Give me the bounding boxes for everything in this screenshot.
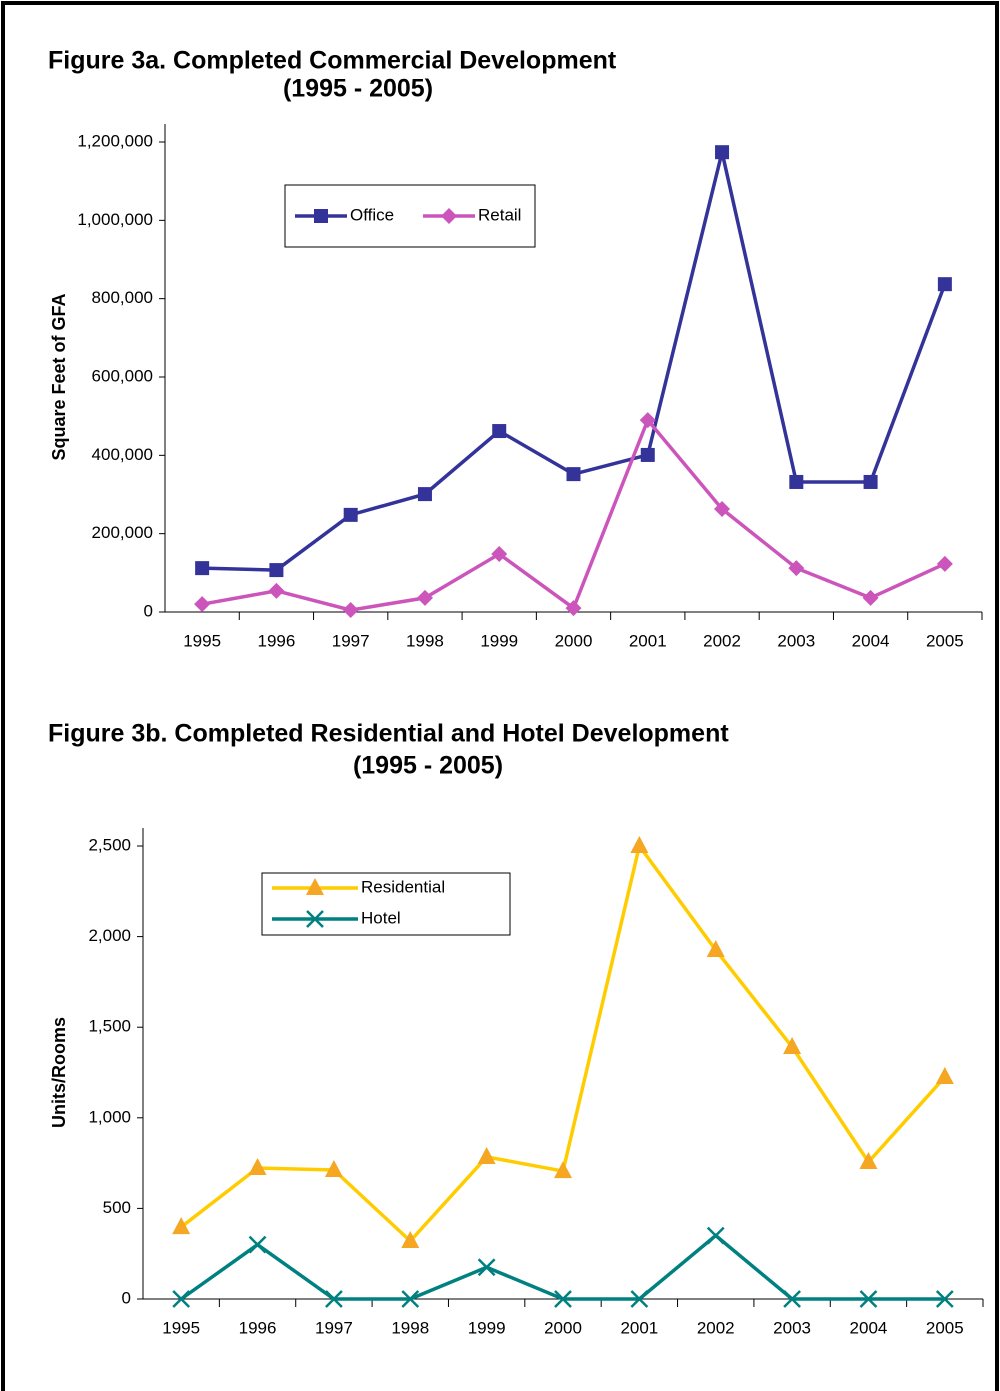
x-tick-label: 1999 bbox=[468, 1318, 506, 1337]
x-tick-label: 2000 bbox=[555, 631, 593, 650]
chart-subtitle: (1995 - 2005) bbox=[283, 75, 433, 103]
y-tick-label: 400,000 bbox=[92, 445, 153, 464]
marker bbox=[195, 561, 210, 576]
marker bbox=[862, 589, 879, 606]
marker bbox=[706, 940, 725, 958]
x-tick-label: 1996 bbox=[257, 631, 295, 650]
y-tick-label: 0 bbox=[144, 601, 153, 620]
marker bbox=[706, 1226, 725, 1245]
y-tick-label: 1,000 bbox=[88, 1107, 131, 1126]
marker bbox=[936, 555, 953, 572]
legend-label: Residential bbox=[361, 877, 445, 896]
x-tick-label: 1995 bbox=[183, 631, 221, 650]
x-tick-label: 2005 bbox=[926, 1318, 964, 1337]
x-tick-label: 2001 bbox=[620, 1318, 658, 1337]
marker bbox=[554, 1161, 572, 1179]
y-axis-label: Square Feet of GFA bbox=[49, 293, 69, 460]
marker bbox=[492, 424, 507, 439]
marker bbox=[343, 507, 358, 522]
y-tick-label: 0 bbox=[122, 1288, 131, 1307]
marker bbox=[477, 1258, 496, 1277]
marker bbox=[863, 474, 878, 489]
marker bbox=[935, 1067, 954, 1085]
legend-box bbox=[261, 872, 511, 936]
marker bbox=[788, 560, 805, 577]
marker bbox=[477, 1146, 496, 1164]
legend-marker bbox=[306, 878, 324, 895]
x-tick-label: 2003 bbox=[773, 1318, 811, 1337]
y-tick-label: 2,500 bbox=[88, 835, 131, 854]
marker bbox=[859, 1290, 878, 1308]
x-tick-label: 1996 bbox=[239, 1318, 277, 1337]
chart-title: Figure 3a. Completed Commercial Developm… bbox=[48, 47, 617, 75]
x-tick-label: 2004 bbox=[850, 1318, 888, 1337]
marker bbox=[172, 1217, 191, 1235]
marker bbox=[401, 1290, 420, 1308]
legend-label: Office bbox=[350, 205, 394, 224]
marker bbox=[172, 1290, 191, 1308]
marker bbox=[565, 600, 582, 617]
marker bbox=[401, 1231, 420, 1249]
marker bbox=[783, 1036, 802, 1054]
marker bbox=[325, 1290, 343, 1308]
y-tick-label: 1,500 bbox=[88, 1017, 131, 1036]
marker bbox=[935, 1290, 954, 1308]
x-tick-label: 1995 bbox=[162, 1318, 200, 1337]
marker bbox=[342, 602, 359, 619]
x-tick-label: 2000 bbox=[544, 1318, 582, 1337]
legend-marker bbox=[441, 208, 457, 224]
marker bbox=[416, 589, 433, 606]
x-tick-label: 2001 bbox=[629, 631, 667, 650]
marker bbox=[268, 582, 285, 599]
y-tick-label: 1,000,000 bbox=[77, 210, 153, 229]
x-tick-label: 2005 bbox=[926, 631, 964, 650]
y-tick-label: 2,000 bbox=[88, 926, 131, 945]
x-tick-label: 1999 bbox=[480, 631, 518, 650]
chart-title: Figure 3b. Completed Residential and Hot… bbox=[48, 720, 729, 748]
chart-subtitle: (1995 - 2005) bbox=[353, 752, 503, 780]
marker bbox=[640, 447, 655, 462]
x-tick-label: 1998 bbox=[391, 1318, 429, 1337]
y-tick-label: 500 bbox=[103, 1198, 131, 1217]
marker bbox=[248, 1235, 267, 1254]
x-tick-label: 1998 bbox=[406, 631, 444, 650]
marker bbox=[630, 1290, 649, 1308]
marker bbox=[789, 474, 804, 489]
x-tick-label: 2003 bbox=[777, 631, 815, 650]
marker bbox=[248, 1157, 267, 1175]
y-axis-label: Units/Rooms bbox=[49, 1017, 69, 1128]
y-tick-label: 200,000 bbox=[92, 523, 153, 542]
marker bbox=[194, 596, 211, 613]
marker bbox=[783, 1290, 801, 1308]
marker bbox=[554, 1290, 572, 1308]
marker bbox=[630, 836, 649, 853]
x-tick-label: 1997 bbox=[315, 1318, 353, 1337]
y-tick-label: 1,200,000 bbox=[77, 131, 153, 150]
legend-label: Retail bbox=[478, 205, 521, 224]
x-tick-label: 2004 bbox=[852, 631, 890, 650]
marker bbox=[417, 487, 432, 502]
marker bbox=[269, 563, 284, 578]
x-tick-label: 2002 bbox=[697, 1318, 735, 1337]
legend-marker bbox=[314, 209, 328, 223]
marker bbox=[639, 412, 656, 429]
legend-marker bbox=[306, 910, 324, 928]
x-tick-label: 1997 bbox=[332, 631, 370, 650]
x-tick-label: 2002 bbox=[703, 631, 741, 650]
marker bbox=[715, 145, 730, 160]
legend-label: Hotel bbox=[361, 908, 401, 927]
marker bbox=[859, 1152, 878, 1170]
marker bbox=[324, 1159, 343, 1177]
y-tick-label: 600,000 bbox=[92, 366, 153, 385]
y-tick-label: 800,000 bbox=[92, 288, 153, 307]
marker bbox=[937, 277, 952, 292]
line bbox=[180, 1233, 945, 1301]
marker bbox=[491, 546, 508, 563]
marker bbox=[566, 467, 581, 482]
line bbox=[201, 416, 946, 612]
marker bbox=[714, 500, 731, 517]
